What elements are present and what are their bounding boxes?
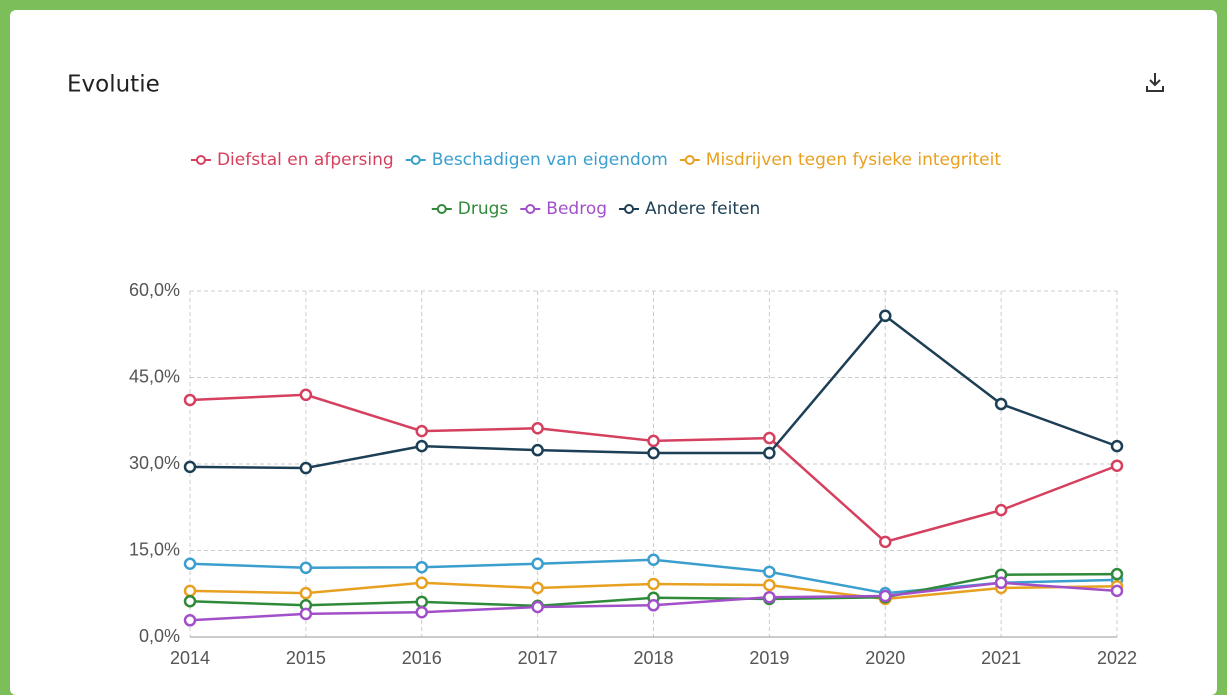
legend-item: Drugs — [431, 199, 509, 219]
legend-marker — [525, 204, 536, 214]
x-tick-label: 2017 — [518, 648, 558, 668]
x-tick-label: 2015 — [286, 648, 326, 668]
point — [183, 557, 197, 571]
point — [415, 560, 428, 574]
point — [415, 424, 428, 438]
point — [763, 578, 776, 592]
download-button[interactable] — [1146, 73, 1164, 92]
x-tick-label: 2018 — [633, 648, 673, 668]
x-tick-label: 2021 — [981, 648, 1021, 668]
point — [994, 576, 1008, 590]
point — [299, 461, 313, 475]
point — [994, 503, 1008, 517]
point — [183, 460, 197, 474]
point — [531, 600, 544, 614]
x-tick-label: 2022 — [1097, 648, 1137, 668]
point — [879, 535, 892, 549]
legend-item: Beschadigen van eigendom — [405, 150, 668, 170]
point — [415, 605, 428, 619]
legend-marker — [624, 204, 635, 214]
y-tick-label: 0,0% — [139, 626, 180, 646]
point — [879, 309, 892, 323]
legend-item: Diefstal en afpersing — [190, 150, 394, 170]
card — [10, 10, 1217, 695]
series — [183, 576, 1124, 606]
point — [763, 565, 776, 579]
legend-label: Bedrog — [546, 199, 607, 219]
legend-marker — [410, 155, 421, 165]
point — [1110, 584, 1124, 598]
point — [299, 586, 313, 600]
point — [763, 431, 776, 445]
y-tick-label: 60,0% — [129, 280, 180, 300]
legend-marker — [195, 155, 206, 165]
point — [879, 589, 892, 603]
point — [763, 590, 776, 604]
legend-label: Beschadigen van eigendom — [432, 150, 668, 170]
point — [531, 557, 544, 571]
point — [1110, 439, 1124, 453]
point — [1110, 567, 1124, 581]
legend-label: Misdrijven tegen fysieke integriteit — [706, 150, 1002, 170]
point — [183, 584, 197, 598]
point — [1110, 459, 1124, 472]
x-tick-label: 2016 — [402, 648, 442, 668]
point — [531, 581, 544, 595]
point — [299, 561, 313, 575]
legend-label: Andere feiten — [645, 199, 760, 219]
point — [183, 594, 197, 608]
point — [647, 553, 660, 566]
y-tick-label: 30,0% — [129, 453, 180, 473]
point — [531, 443, 544, 457]
legend-marker — [436, 204, 447, 214]
legend-label: Drugs — [458, 199, 509, 219]
x-tick-label: 2014 — [170, 648, 210, 668]
point — [299, 607, 313, 621]
point — [763, 446, 776, 460]
legend-item: Andere feiten — [619, 199, 760, 219]
point — [531, 421, 544, 435]
point — [415, 576, 428, 590]
legend-item: Misdrijven tegen fysieke integriteit — [679, 150, 1002, 170]
y-tick-label: 45,0% — [129, 366, 180, 386]
point — [647, 434, 660, 448]
point — [299, 388, 313, 402]
point — [994, 397, 1008, 411]
x-tick-label: 2019 — [749, 648, 789, 668]
legend-label: Diefstal en afpersing — [217, 150, 394, 170]
download-icon[interactable] — [1146, 73, 1164, 92]
series — [183, 309, 1124, 475]
point — [647, 599, 660, 612]
x-tick-label: 2020 — [865, 648, 905, 668]
point — [647, 446, 660, 460]
point — [647, 577, 660, 591]
point — [183, 393, 197, 407]
series — [183, 388, 1124, 549]
y-tick-label: 15,0% — [129, 539, 180, 559]
point — [415, 595, 428, 609]
point — [183, 614, 197, 627]
legend-item: Bedrog — [520, 199, 607, 219]
series — [183, 576, 1124, 627]
legend-marker — [684, 155, 695, 165]
chart-title: Evolutie — [67, 72, 160, 98]
point — [415, 439, 428, 453]
